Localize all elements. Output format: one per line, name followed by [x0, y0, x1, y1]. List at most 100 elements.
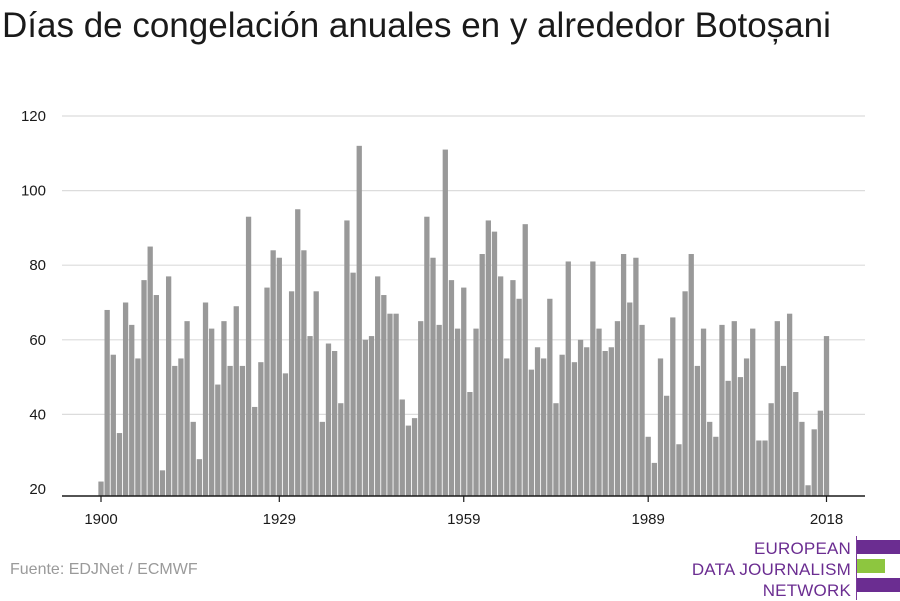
bar — [657, 358, 664, 496]
bar — [239, 365, 246, 496]
bar — [375, 276, 381, 496]
bar — [282, 373, 289, 496]
bar — [774, 321, 780, 496]
bar — [233, 306, 239, 496]
bar — [571, 362, 578, 496]
bar — [325, 343, 332, 496]
bar — [823, 336, 830, 496]
chart-title: Días de congelación anuales en y alreded… — [2, 6, 831, 45]
bar — [288, 291, 295, 496]
bar — [639, 324, 645, 496]
bar — [418, 321, 424, 496]
bar — [725, 380, 731, 496]
bar — [252, 406, 258, 496]
bar — [356, 145, 362, 496]
bar — [178, 358, 184, 496]
bar — [313, 291, 319, 496]
bar — [694, 365, 701, 496]
bar — [129, 324, 135, 496]
bar — [276, 257, 282, 496]
bar — [387, 313, 393, 496]
x-tick-label: 1959 — [447, 511, 480, 528]
bar — [522, 224, 528, 497]
bar — [565, 261, 571, 496]
bar — [135, 358, 141, 496]
bar — [756, 440, 762, 496]
bar — [713, 436, 719, 496]
bar — [436, 324, 442, 496]
y-tick-label: 100 — [21, 183, 46, 200]
bar — [362, 339, 369, 496]
bar — [590, 261, 596, 496]
x-tick-label: 2018 — [810, 511, 843, 528]
y-tick-label: 60 — [29, 332, 46, 349]
bar — [448, 280, 455, 496]
bar — [301, 250, 307, 496]
bar — [153, 295, 159, 496]
bar — [209, 328, 215, 496]
bar — [620, 254, 627, 496]
bar — [258, 362, 264, 496]
bar — [104, 309, 110, 496]
logo-line-2: DATA JOURNALISM — [691, 560, 851, 579]
bar — [750, 328, 756, 496]
bar — [295, 209, 301, 496]
bar — [688, 254, 694, 496]
bar — [768, 403, 774, 496]
bar — [602, 350, 608, 496]
bar — [184, 321, 190, 496]
bar — [344, 220, 350, 496]
bar — [645, 436, 651, 496]
bar — [430, 257, 436, 496]
bar — [196, 459, 203, 496]
bar — [504, 358, 510, 496]
bar — [780, 365, 787, 496]
bar — [393, 313, 399, 496]
x-tick-label: 1989 — [632, 511, 665, 528]
bar — [614, 321, 621, 496]
edjnet-logo: EUROPEAN DATA JOURNALISM NETWORK — [692, 536, 900, 600]
bar — [577, 339, 584, 496]
logo-text: EUROPEAN DATA JOURNALISM NETWORK — [692, 538, 851, 601]
bar — [676, 444, 682, 496]
bar — [559, 354, 565, 496]
bar — [762, 440, 768, 496]
bar — [608, 347, 614, 496]
bar — [547, 298, 553, 496]
bar — [479, 254, 485, 496]
bars — [98, 145, 830, 497]
bar — [202, 302, 209, 496]
bar — [190, 421, 196, 496]
bar — [454, 328, 461, 496]
bar — [461, 287, 467, 496]
bar — [98, 481, 104, 496]
bar — [811, 429, 817, 496]
bar — [682, 291, 688, 496]
bar — [307, 336, 313, 496]
bar — [541, 358, 547, 496]
logo-bar-middle — [857, 559, 885, 573]
bar — [817, 410, 823, 496]
bar — [805, 485, 811, 496]
bar — [786, 313, 793, 496]
bar — [368, 336, 375, 496]
bar — [516, 298, 522, 496]
logo-divider — [856, 536, 857, 600]
bar — [596, 328, 602, 496]
y-tick-label: 20 — [29, 481, 46, 498]
bar — [338, 403, 344, 496]
bar — [319, 421, 325, 496]
bar — [245, 216, 252, 496]
bar — [473, 328, 479, 496]
bar — [651, 462, 657, 496]
y-tick-label: 80 — [29, 257, 46, 274]
logo-line-3: NETWORK — [762, 581, 851, 600]
x-axis: 1900 1929 1959 1989 2018 — [62, 495, 865, 528]
bar — [221, 321, 227, 496]
bar — [399, 399, 405, 496]
bar — [227, 365, 233, 496]
source-note: Fuente: EDJNet / ECMWF — [10, 561, 198, 578]
bar — [122, 302, 129, 496]
bar — [491, 231, 498, 496]
